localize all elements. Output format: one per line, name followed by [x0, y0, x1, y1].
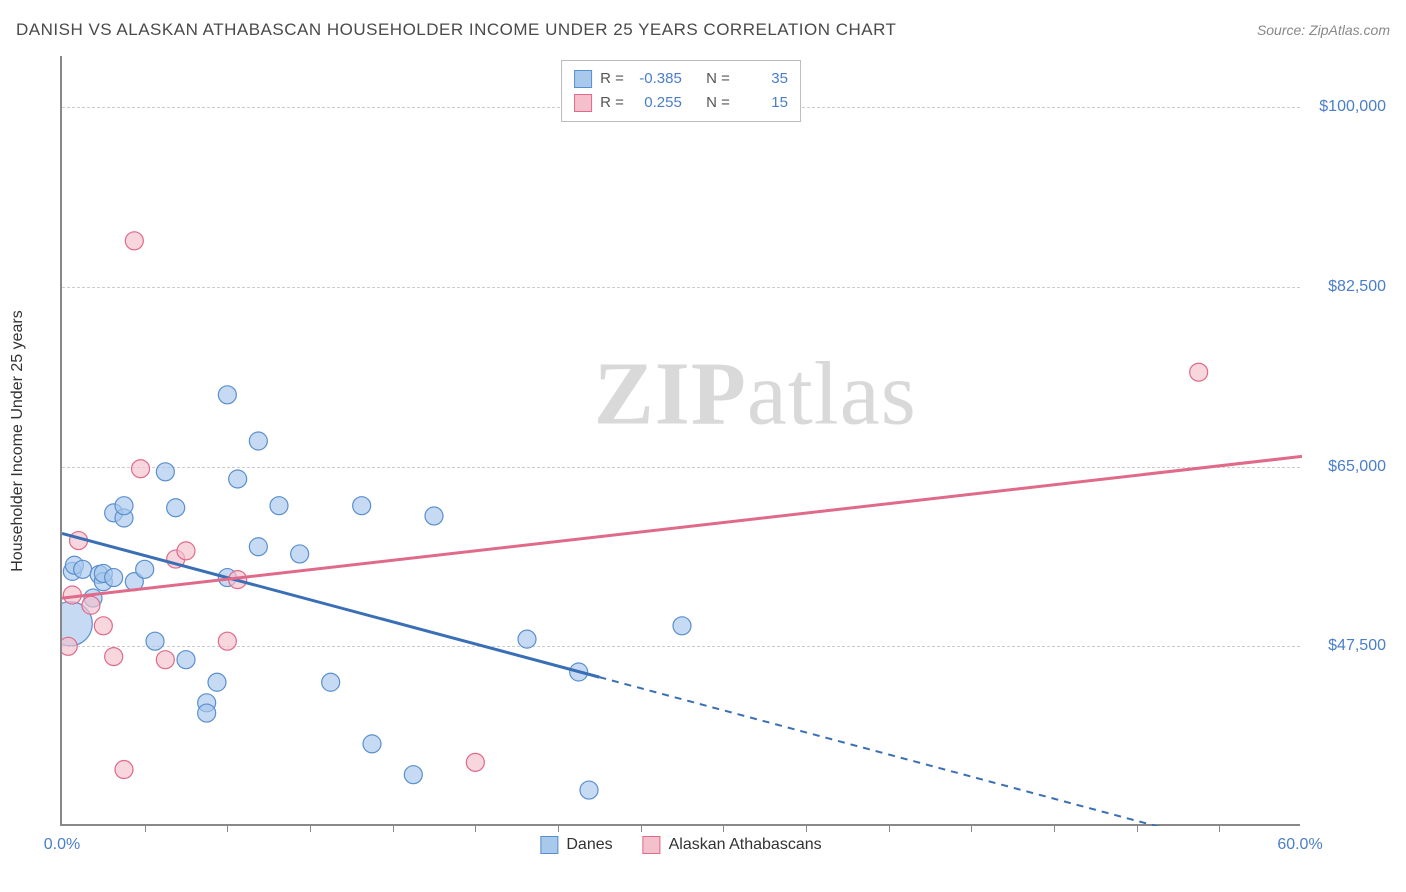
plot-area: ZIPatlas $100,000$82,500$65,000$47,500 R… [60, 56, 1300, 826]
data-point [132, 460, 150, 478]
chart-container: Householder Income Under 25 years ZIPatl… [60, 56, 1390, 826]
data-point [125, 232, 143, 250]
data-point [82, 596, 100, 614]
chart-svg [62, 56, 1302, 826]
data-point [177, 651, 195, 669]
y-tick-label: $82,500 [1306, 278, 1386, 296]
data-point [673, 617, 691, 635]
data-point [353, 497, 371, 515]
data-point [94, 617, 112, 635]
data-point [404, 766, 422, 784]
trend-line-danes-dashed [599, 677, 1302, 826]
y-tick-label: $65,000 [1306, 458, 1386, 476]
data-point [291, 545, 309, 563]
data-point [105, 569, 123, 587]
data-point [198, 704, 216, 722]
data-point [322, 673, 340, 691]
data-point [115, 497, 133, 515]
data-point [518, 630, 536, 648]
data-point [580, 781, 598, 799]
legend-swatch-icon [574, 70, 592, 88]
x-axis-max-label: 60.0% [1277, 836, 1322, 854]
y-axis-label: Householder Income Under 25 years [9, 310, 27, 571]
data-point [363, 735, 381, 753]
data-point [1190, 363, 1208, 381]
legend-swatch-icon [643, 836, 661, 854]
data-point [218, 386, 236, 404]
correlation-legend: R = -0.385 N = 35 R = 0.255 N = 15 [561, 60, 801, 122]
trend-line-athabascans [62, 456, 1302, 598]
data-point [62, 637, 77, 655]
data-point [208, 673, 226, 691]
correlation-legend-row: R = 0.255 N = 15 [574, 91, 788, 115]
data-point [229, 470, 247, 488]
data-point [218, 632, 236, 650]
chart-title: DANISH VS ALASKAN ATHABASCAN HOUSEHOLDER… [16, 20, 896, 40]
data-point [156, 463, 174, 481]
x-axis-min-label: 0.0% [44, 836, 80, 854]
series-legend: Danes Alaskan Athabascans [540, 836, 821, 854]
data-point [105, 648, 123, 666]
data-point [249, 538, 267, 556]
data-point [136, 560, 154, 578]
series-legend-item: Danes [540, 836, 612, 854]
y-tick-label: $100,000 [1306, 98, 1386, 116]
data-point [249, 432, 267, 450]
data-point [146, 632, 164, 650]
data-point [156, 651, 174, 669]
trend-line-danes-solid [62, 533, 599, 677]
legend-swatch-icon [574, 94, 592, 112]
data-point [270, 497, 288, 515]
data-point [74, 560, 92, 578]
y-tick-label: $47,500 [1306, 637, 1386, 655]
data-point [177, 542, 195, 560]
legend-swatch-icon [540, 836, 558, 854]
correlation-legend-row: R = -0.385 N = 35 [574, 67, 788, 91]
source-attribution: Source: ZipAtlas.com [1257, 22, 1390, 38]
data-point [167, 499, 185, 517]
data-point [115, 761, 133, 779]
data-point [466, 753, 484, 771]
data-point [425, 507, 443, 525]
series-legend-item: Alaskan Athabascans [643, 836, 822, 854]
